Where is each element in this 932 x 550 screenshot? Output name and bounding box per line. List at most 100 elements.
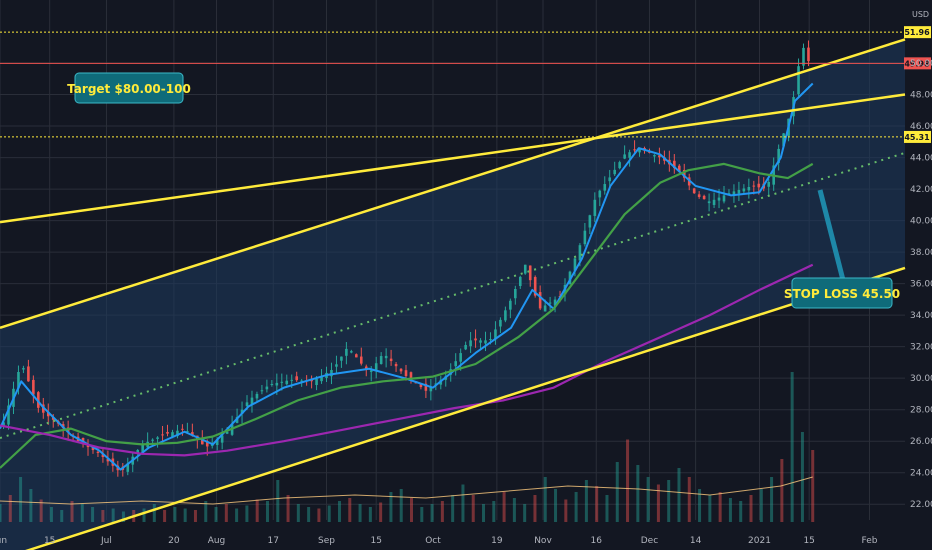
volume-bar bbox=[749, 495, 753, 522]
candle-body bbox=[161, 434, 164, 436]
moving-averages bbox=[0, 82, 814, 471]
candle-body bbox=[752, 185, 756, 187]
candle-body bbox=[245, 402, 249, 407]
y-tick-label-2: 26.00 bbox=[910, 437, 932, 447]
time-axis[interactable]: Jun 15 Jul 20 Aug 17 Sep 15 Oct 19 Nov 16 Dec 14 2021 1… bbox=[0, 536, 878, 546]
candle-body bbox=[807, 47, 810, 62]
volume-bar bbox=[718, 492, 722, 522]
trend-line-2[interactable] bbox=[0, 266, 906, 550]
candle-body bbox=[151, 439, 154, 441]
volume-bar bbox=[533, 495, 537, 522]
volume-bar bbox=[121, 511, 125, 522]
candle-body bbox=[389, 358, 393, 362]
candle-body bbox=[757, 183, 761, 188]
level-tag-text-0: 51.96 bbox=[904, 28, 930, 37]
y-tick-label-12: 46.00 bbox=[910, 122, 932, 132]
x-tick-label-8: Oct bbox=[425, 536, 441, 546]
candle-body bbox=[697, 194, 701, 197]
candle-body bbox=[628, 152, 631, 158]
candle-body bbox=[300, 380, 303, 382]
y-tick-label-7: 36.00 bbox=[910, 280, 932, 290]
candle-body bbox=[350, 351, 353, 353]
unit-label: USD bbox=[912, 10, 929, 19]
candle-body bbox=[533, 277, 537, 296]
volume-bar bbox=[492, 501, 496, 522]
candle-body bbox=[265, 386, 269, 390]
ema-mid-line bbox=[0, 162, 814, 469]
volume-bar bbox=[358, 504, 362, 522]
y-tick-label-1: 24.00 bbox=[910, 469, 932, 479]
volume-bar bbox=[399, 489, 403, 522]
candle-body bbox=[101, 454, 105, 457]
volume-bar bbox=[564, 499, 568, 522]
horizontal-levels[interactable]: 51.96 49.98 45.31 bbox=[0, 26, 931, 143]
candle-body bbox=[802, 47, 805, 66]
volume-bar bbox=[646, 477, 650, 522]
volume-bar bbox=[101, 510, 105, 522]
volume-bar bbox=[8, 495, 12, 522]
candle-body bbox=[86, 445, 90, 448]
volume-bar bbox=[739, 501, 743, 522]
candle-body bbox=[548, 302, 552, 304]
candle-body bbox=[220, 435, 224, 443]
price-axis[interactable]: 22.00 24.00 26.00 28.00 30.00 32.00 34.00 36.00… bbox=[910, 59, 932, 510]
candle-body bbox=[543, 305, 547, 312]
trend-lines[interactable] bbox=[0, 38, 906, 550]
volume-bar bbox=[780, 459, 784, 522]
volume-bar bbox=[60, 510, 64, 522]
candle-body bbox=[176, 430, 179, 437]
candle-body bbox=[369, 370, 373, 372]
candle-body bbox=[742, 188, 746, 192]
candle-body bbox=[335, 364, 338, 367]
volume-bar bbox=[286, 495, 290, 522]
candle-body bbox=[404, 370, 408, 377]
candle-body bbox=[523, 264, 527, 274]
candle-body bbox=[633, 149, 636, 151]
candle-body bbox=[429, 387, 433, 392]
volume-bar bbox=[698, 489, 702, 522]
volume-bar bbox=[677, 468, 681, 522]
candle-body bbox=[717, 197, 721, 201]
volume-bar bbox=[543, 477, 547, 522]
volume-bar bbox=[142, 508, 146, 522]
candle-body bbox=[514, 288, 517, 299]
candle-body bbox=[479, 340, 482, 343]
trend-line-1[interactable] bbox=[0, 38, 906, 329]
candle-body bbox=[638, 148, 641, 153]
volume-bar bbox=[255, 499, 259, 522]
candle-body bbox=[469, 340, 472, 347]
x-tick-label-11: 16 bbox=[591, 536, 603, 546]
y-tick-label-11: 44.00 bbox=[910, 154, 932, 164]
level-tag-text-2: 45.31 bbox=[904, 133, 930, 142]
candle-body bbox=[692, 188, 696, 194]
candle-body bbox=[583, 230, 587, 245]
volume-bar bbox=[554, 489, 558, 522]
candle-body bbox=[399, 368, 403, 372]
ema-slow-line bbox=[0, 263, 814, 457]
candle-body bbox=[374, 363, 378, 371]
candle-body bbox=[240, 409, 244, 415]
candle-body bbox=[578, 245, 582, 261]
volume-bar bbox=[595, 486, 599, 522]
candle-body bbox=[677, 165, 681, 172]
volume-bar bbox=[224, 504, 228, 522]
y-tick-label-0: 22.00 bbox=[910, 500, 932, 510]
level-tag-0 bbox=[904, 26, 931, 39]
candle-body bbox=[459, 353, 462, 362]
candle-body bbox=[653, 155, 656, 157]
candle-body bbox=[553, 299, 557, 306]
trend-line-0[interactable] bbox=[0, 93, 906, 224]
candle-body bbox=[181, 428, 184, 430]
stop-loss-annotation[interactable]: STOP LOSS 45.50 bbox=[784, 189, 900, 309]
volume-bar bbox=[656, 484, 660, 522]
target-annotation[interactable]: Target $80.00-100 bbox=[67, 72, 191, 104]
candle-body bbox=[106, 459, 110, 462]
candle-body bbox=[320, 375, 323, 382]
candle-body bbox=[290, 379, 294, 381]
volume-bar bbox=[502, 492, 506, 522]
stop-loss-arrow bbox=[817, 189, 846, 281]
volume-bar bbox=[482, 504, 486, 522]
y-tick-label-3: 28.00 bbox=[910, 406, 932, 416]
volume-bar bbox=[512, 498, 516, 522]
